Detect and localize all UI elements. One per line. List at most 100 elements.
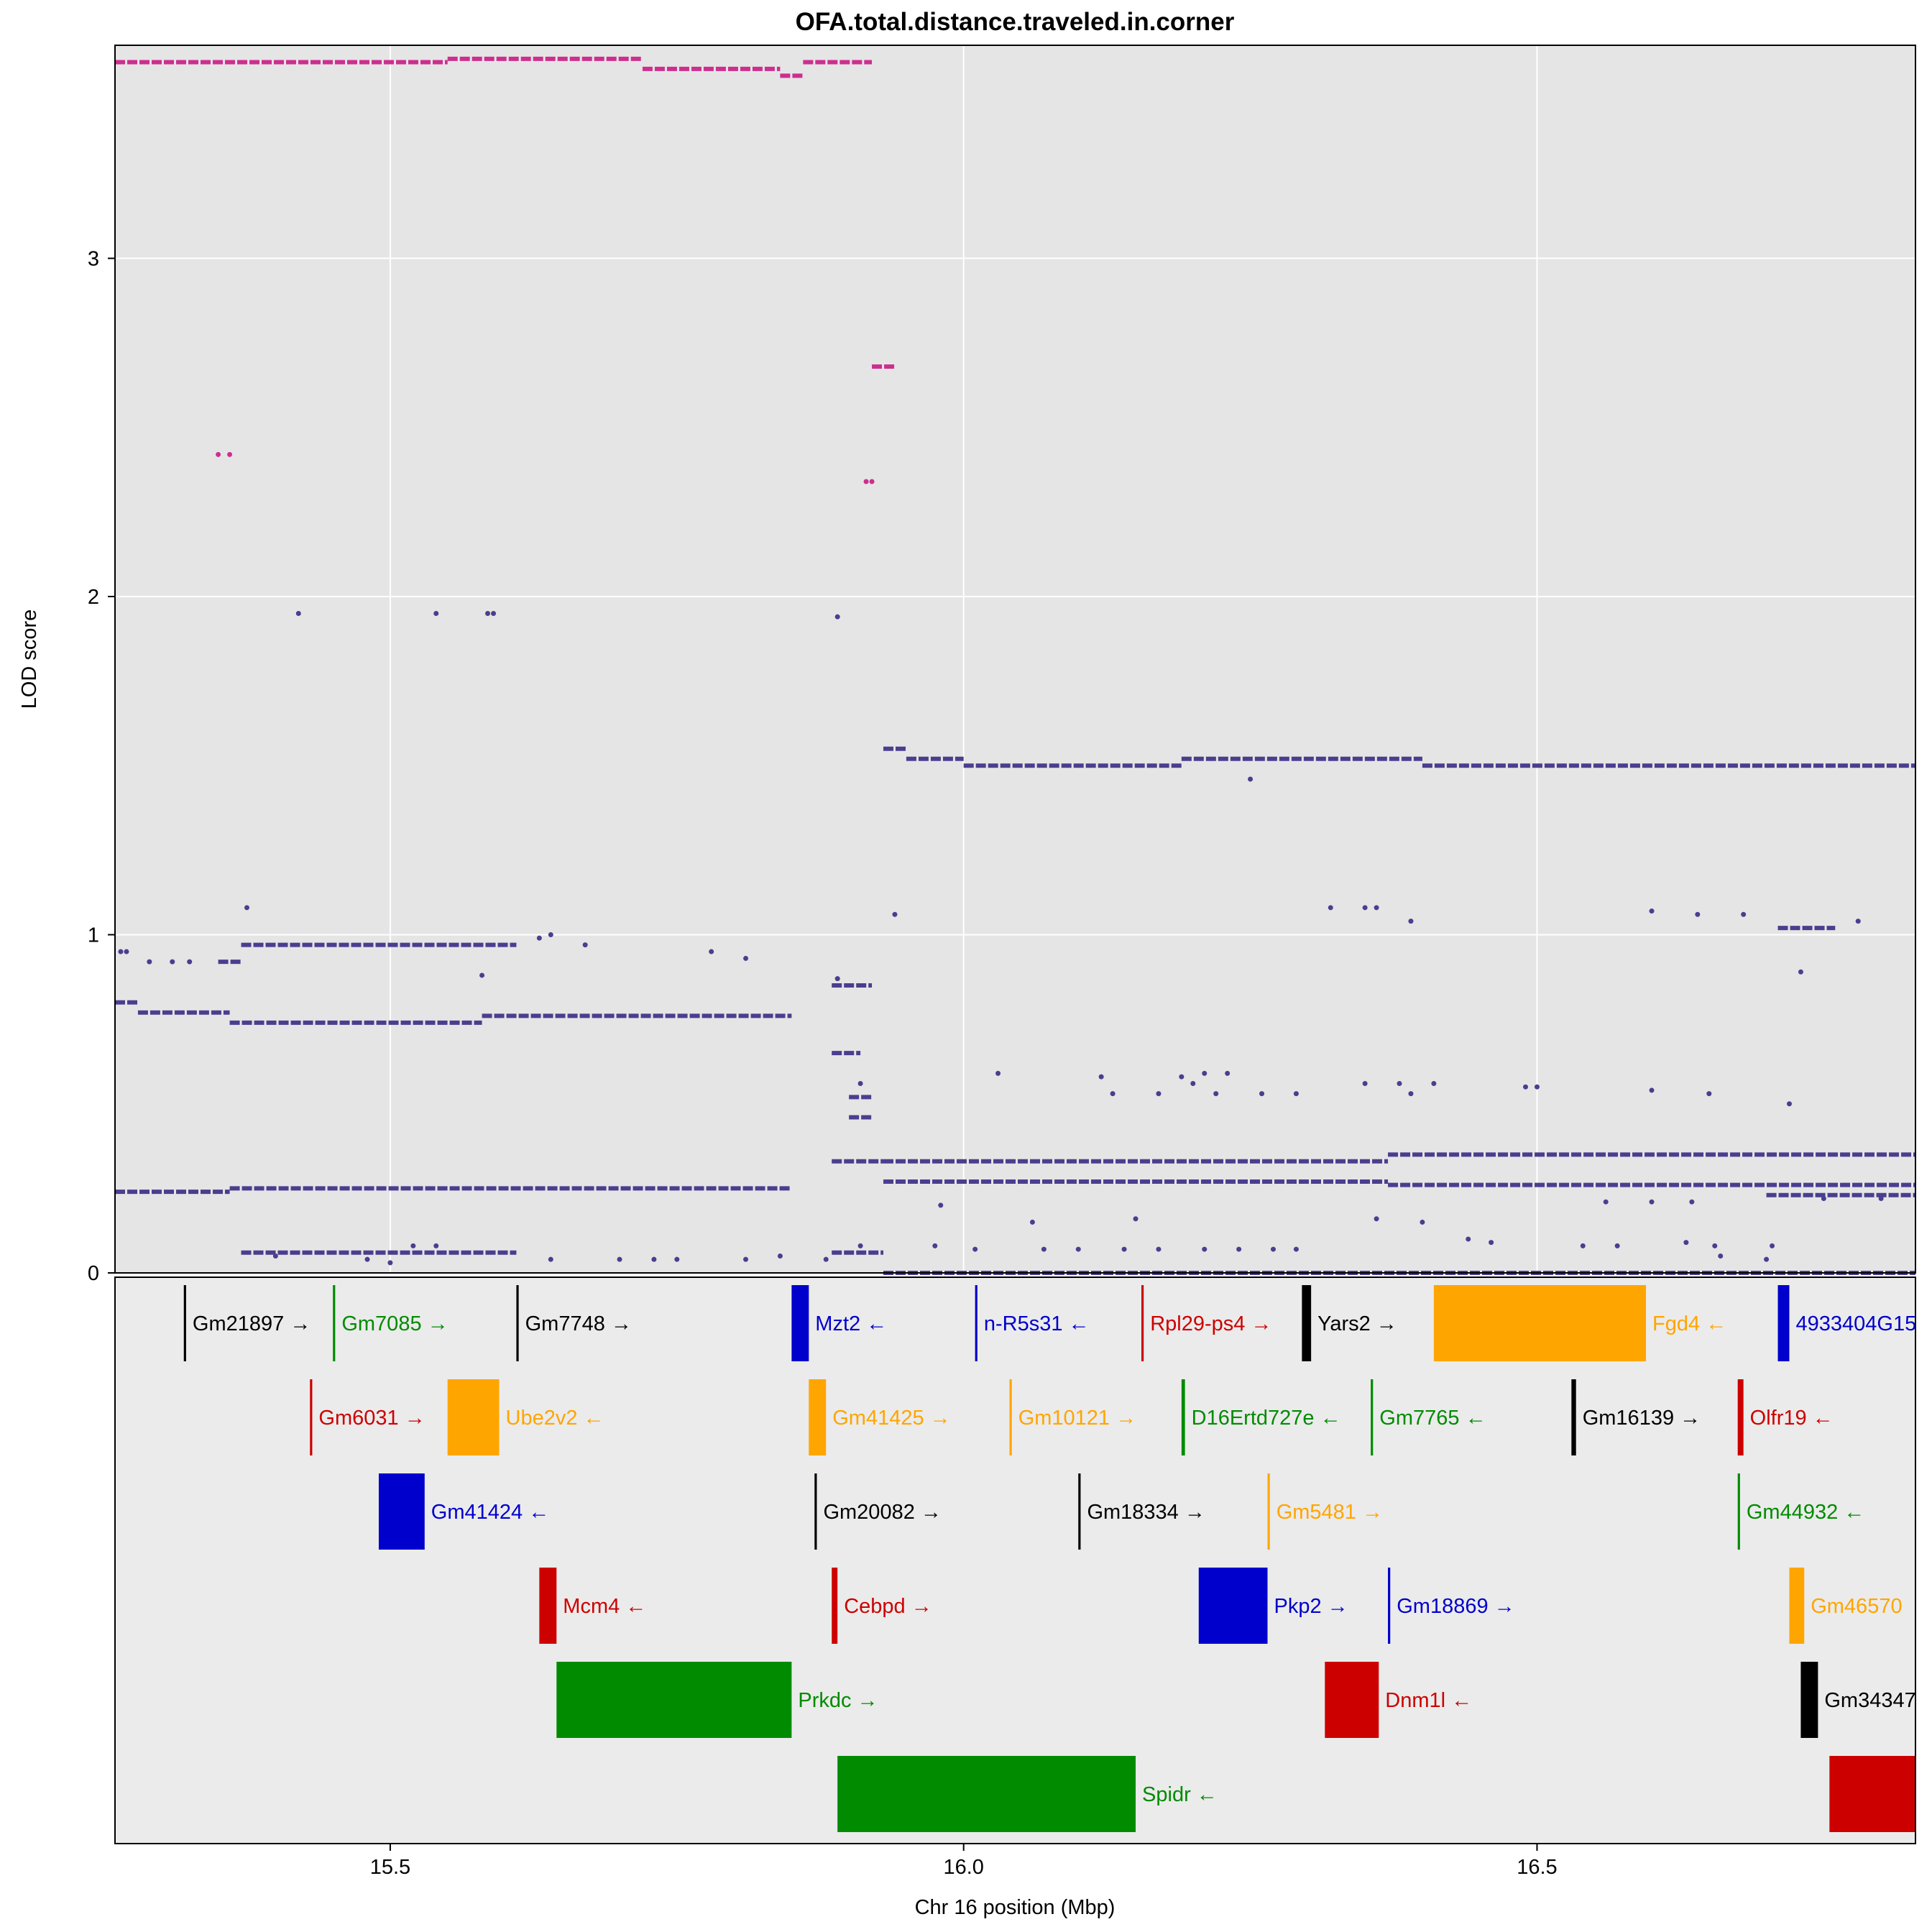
gene-label-Gm7748: Gm7748 → [525,1312,632,1335]
snp-point-1-64 [1029,1219,1035,1225]
snp-point-1-10 [479,972,485,978]
lod-panel-border [114,45,1916,1274]
gene-bar-Rpl29-ps4 [1141,1285,1144,1361]
snp-point-1-23 [364,1256,370,1262]
gene-bar-Gm21897 [183,1285,186,1361]
snp-point-1-51 [1408,1091,1414,1097]
gene-label-Gm41425: Gm41425 → [832,1407,950,1430]
snp-point-1-36 [1156,1091,1162,1097]
gene-Ube2v2: Ube2v2 ← [447,1379,604,1455]
gene-bar-Olfr19 [1737,1379,1744,1455]
gene-label-Rpl29-ps4: Rpl29-ps4 → [1150,1312,1271,1335]
gene-Gm18334: Gm18334 → [1078,1473,1205,1550]
snp-point-1-70 [1041,1246,1046,1252]
gene-bar-Gm7748 [516,1285,519,1361]
snp-point-1-47 [1374,905,1379,911]
snp-point-1-21 [433,1243,439,1248]
snp-point-1-78 [1466,1236,1471,1242]
gene-label-Gm7765: Gm7765 ← [1379,1407,1486,1430]
snp-point-1-4 [187,959,193,965]
gene-Fgd4: Fgd4 ← [1433,1285,1726,1361]
snp-point-1-50 [1397,1081,1402,1087]
snp-point-1-35 [1110,1091,1116,1097]
gene-label-Gm18334: Gm18334 → [1087,1501,1205,1524]
gene-bar-Mcm4 [539,1568,557,1644]
gene-Yars2: Yars2 → [1302,1285,1397,1361]
snp-point-1-52 [1431,1081,1437,1087]
x-tick-label-1: 16.0 [943,1856,983,1879]
snp-point-1-82 [1683,1240,1689,1246]
gene-label-D16Ertd727e: D16Ertd727e ← [1192,1407,1341,1430]
x-axis: 15.5 16.0 16.5 [370,1844,1558,1879]
y-axis-label: LOD score [18,610,41,709]
snp-point-0-2 [863,479,869,484]
snp-point-0-0 [216,451,221,457]
gene-bar-Gm7085 [333,1285,336,1361]
gene-label-Ube2v2: Ube2v2 ← [506,1407,604,1430]
gene-label-Gm7085: Gm7085 → [341,1312,448,1335]
gene-n-R5s31: n-R5s31 ← [975,1285,1090,1361]
snp-point-1-87 [1649,1199,1655,1205]
snp-point-1-62 [1786,1101,1792,1107]
snp-point-1-55 [1649,1087,1655,1093]
gene-bar-Spidr [837,1756,1136,1832]
gene-track: Gm21897 → Gm7085 → Gm7748 → Mzt2 ← n-R5s31 ←… [183,1285,1915,1832]
snp-point-1-89 [1603,1199,1609,1205]
lod-panel [115,45,1915,1273]
gene-Gm20082: Gm20082 → [814,1473,942,1550]
x-axis-label: Chr 16 position (Mbp) [915,1896,1116,1919]
gene-label-Gm20082: Gm20082 → [823,1501,941,1524]
snp-point-1-60 [1798,969,1803,975]
snp-point-1-1 [124,949,129,954]
snp-point-1-14 [709,949,714,954]
gene-bar-Yars2 [1302,1285,1312,1361]
snp-point-1-75 [1236,1246,1242,1252]
snp-point-1-49 [1362,1081,1368,1087]
gene-Cebpd: Cebpd → [832,1568,932,1644]
snp-point-1-84 [1770,1243,1775,1248]
snp-point-1-44 [1248,776,1254,782]
gene-Gm41425: Gm41425 → [809,1379,951,1455]
snp-point-1-65 [1133,1216,1138,1222]
snp-point-1-86 [1718,1253,1724,1259]
snp-point-1-25 [548,1256,553,1262]
gene-bar-Gm10121 [1009,1379,1012,1455]
series-0 [115,56,895,484]
gene-Spidr: Spidr ← [837,1756,1218,1832]
gene-bar-Gm46570 [1789,1568,1805,1644]
gene-bar-Gm20082 [814,1473,817,1550]
snp-point-1-2 [147,959,152,965]
snp-point-1-73 [1156,1246,1162,1252]
gene-Dnm1l: Dnm1l ← [1325,1662,1472,1738]
y-tick-label-2: 2 [88,586,99,609]
snp-point-0-1 [227,451,233,457]
snp-point-1-12 [548,932,553,937]
gene-panel-border [114,1276,1916,1844]
snp-point-1-26 [674,1256,680,1262]
snp-point-1-15 [743,955,749,961]
gene-label-n-R5s31: n-R5s31 ← [984,1312,1090,1335]
gene-label-Gm6031: Gm6031 → [318,1407,425,1430]
gene-bar-D16Ertd727e [1181,1379,1185,1455]
snp-point-1-48 [1408,919,1414,924]
gene-bar-Prkdc [556,1662,792,1738]
snp-point-1-63 [938,1202,944,1208]
gene-bar-Gm41425 [809,1379,827,1455]
gene-4933404G15Rik: 4933404G15Rik [1777,1285,1915,1361]
snp-point-1-40 [1213,1091,1219,1097]
gene-Gm18869: Gm18869 → [1388,1568,1515,1644]
gene-label-Dnm1l: Dnm1l ← [1385,1689,1472,1712]
snp-point-1-43 [1293,1091,1299,1097]
snp-point-1-88 [1689,1199,1695,1205]
gene-Gm41424: Gm41424 ← [378,1473,549,1550]
snp-point-1-0 [118,949,124,954]
gene-panel [115,1277,1915,1844]
snp-point-1-72 [1121,1246,1127,1252]
gene-bar-Gm18334 [1078,1473,1081,1550]
snp-point-1-67 [1420,1219,1425,1225]
snp-point-1-46 [1362,905,1368,911]
snp-point-1-18 [834,976,840,982]
gene-bar-Dnm1l [1325,1662,1379,1738]
snp-point-1-13 [582,942,588,948]
